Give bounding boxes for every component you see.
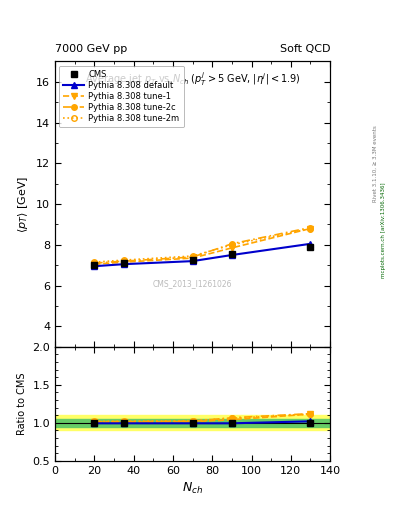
Line: Pythia 8.308 default: Pythia 8.308 default — [92, 241, 313, 269]
CMS — [308, 244, 313, 250]
Pythia 8.308 tune-2m — [308, 225, 313, 231]
CMS — [190, 257, 195, 263]
Legend: CMS, Pythia 8.308 default, Pythia 8.308 tune-1, Pythia 8.308 tune-2c, Pythia 8.3: CMS, Pythia 8.308 default, Pythia 8.308 … — [59, 66, 184, 127]
Pythia 8.308 tune-2c — [121, 258, 126, 264]
Line: Pythia 8.308 tune-2m: Pythia 8.308 tune-2m — [92, 226, 313, 265]
Bar — [55, 415, 330, 431]
Pythia 8.308 tune-2c — [92, 260, 97, 266]
Bar — [55, 419, 330, 426]
CMS — [92, 262, 97, 268]
Pythia 8.308 tune-1 — [121, 259, 126, 265]
Pythia 8.308 tune-2c — [308, 224, 313, 230]
Pythia 8.308 default — [121, 261, 126, 267]
Pythia 8.308 tune-2m — [121, 257, 126, 263]
Pythia 8.308 tune-1 — [230, 245, 234, 251]
Pythia 8.308 default — [230, 252, 234, 258]
Text: Rivet 3.1.10, ≥ 3.3M events: Rivet 3.1.10, ≥ 3.3M events — [373, 125, 378, 202]
CMS — [230, 251, 234, 257]
Line: Pythia 8.308 tune-2c: Pythia 8.308 tune-2c — [92, 225, 313, 266]
Y-axis label: $\langle p_T \rangle$ [GeV]: $\langle p_T \rangle$ [GeV] — [17, 176, 31, 232]
Text: CMS_2013_I1261026: CMS_2013_I1261026 — [153, 280, 232, 288]
Pythia 8.308 tune-1 — [308, 225, 313, 231]
Pythia 8.308 tune-2m — [230, 242, 234, 248]
Text: Average jet $p_T$ vs $N_{ch}$ ($p_T^j$$>$5 GeV, $|\eta^j|$$<$1.9): Average jet $p_T$ vs $N_{ch}$ ($p_T^j$$>… — [84, 70, 301, 88]
Y-axis label: Ratio to CMS: Ratio to CMS — [17, 373, 27, 435]
Pythia 8.308 default — [190, 258, 195, 264]
Text: 7000 GeV pp: 7000 GeV pp — [55, 44, 127, 54]
Text: mcplots.cern.ch [arXiv:1306.3436]: mcplots.cern.ch [arXiv:1306.3436] — [381, 183, 386, 278]
Line: CMS: CMS — [92, 244, 313, 268]
Pythia 8.308 default — [308, 241, 313, 247]
Pythia 8.308 tune-1 — [92, 261, 97, 267]
Text: Soft QCD: Soft QCD — [280, 44, 330, 54]
X-axis label: $N_{ch}$: $N_{ch}$ — [182, 481, 203, 496]
Pythia 8.308 tune-2c — [230, 241, 234, 247]
Pythia 8.308 default — [92, 263, 97, 269]
Pythia 8.308 tune-2m — [190, 253, 195, 259]
Line: Pythia 8.308 tune-1: Pythia 8.308 tune-1 — [92, 226, 313, 267]
Pythia 8.308 tune-2m — [92, 259, 97, 265]
Pythia 8.308 tune-2c — [190, 254, 195, 260]
Pythia 8.308 tune-1 — [190, 255, 195, 261]
CMS — [121, 260, 126, 266]
